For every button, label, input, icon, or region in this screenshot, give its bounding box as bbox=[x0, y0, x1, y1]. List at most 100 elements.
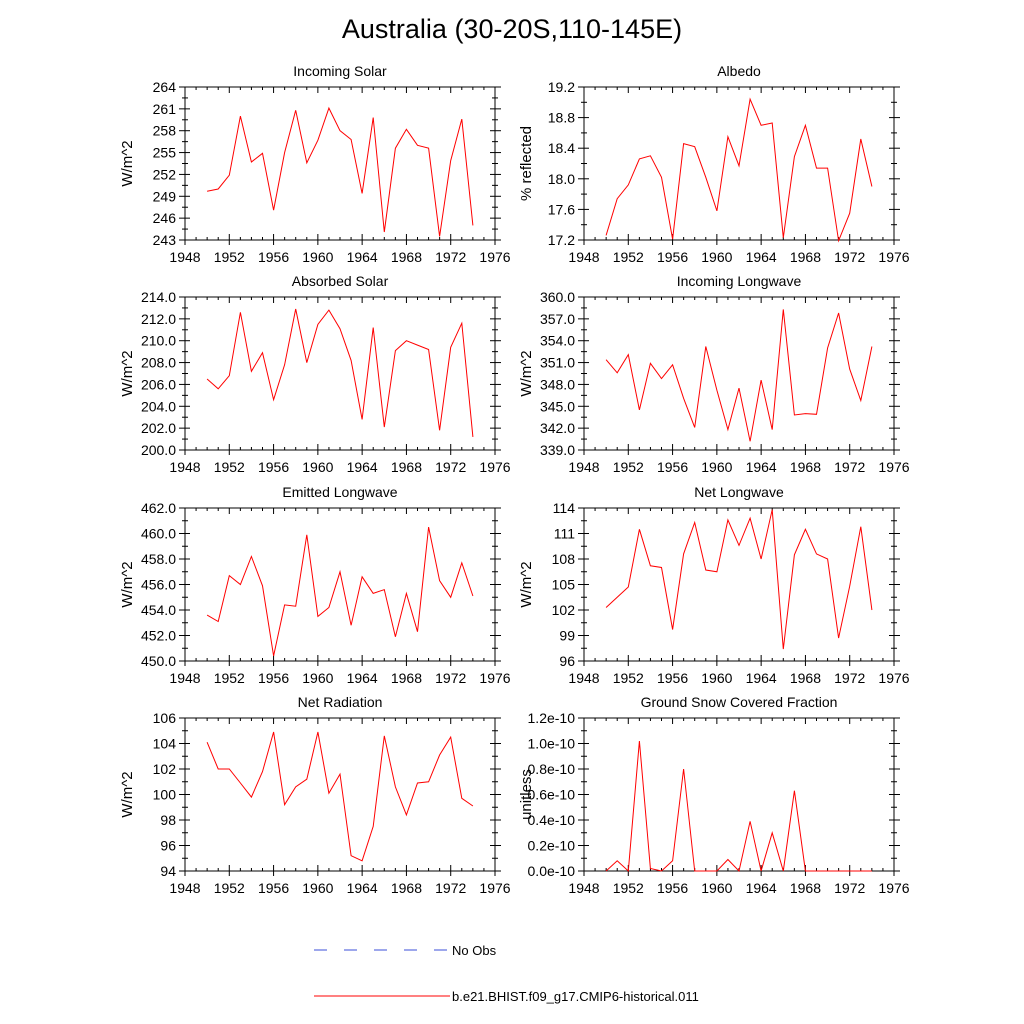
x-tick-label: 1976 bbox=[878, 880, 909, 896]
x-tick-label: 1972 bbox=[834, 249, 865, 265]
x-tick-label: 1956 bbox=[258, 249, 289, 265]
series-line bbox=[605, 740, 872, 873]
x-tick-label: 1956 bbox=[657, 249, 688, 265]
panel-title: Net Radiation bbox=[298, 694, 383, 710]
legend: No Obs b.e21.BHIST.f09_g17.CMIP6-historic… bbox=[314, 943, 699, 1004]
x-tick-label: 1964 bbox=[347, 880, 378, 896]
y-tick-label: 108 bbox=[552, 551, 576, 567]
y-tick-label: 243 bbox=[153, 232, 177, 248]
y-tick-label: 0.6e-10 bbox=[528, 787, 576, 803]
y-tick-label: 102 bbox=[552, 602, 576, 618]
x-tick-label: 1968 bbox=[391, 880, 422, 896]
x-tick-label: 1976 bbox=[878, 459, 909, 475]
x-tick-label: 1976 bbox=[479, 249, 510, 265]
y-tick-label: 17.6 bbox=[548, 201, 575, 217]
x-tick-label: 1972 bbox=[834, 459, 865, 475]
y-tick-label: 212.0 bbox=[141, 311, 176, 327]
page-title: Australia (30-20S,110-145E) bbox=[341, 14, 683, 44]
y-tick-label: 96 bbox=[160, 838, 176, 854]
x-tick-label: 1976 bbox=[479, 670, 510, 686]
x-tick-label: 1956 bbox=[657, 880, 688, 896]
y-tick-label: 345.0 bbox=[540, 398, 575, 414]
x-tick-label: 1956 bbox=[657, 459, 688, 475]
panel-7: Net Radiation W/m^2 1948 1952 1956 1960 1964 19… bbox=[119, 694, 511, 896]
y-tick-label: 17.2 bbox=[548, 232, 575, 248]
x-tick-label: 1948 bbox=[169, 670, 200, 686]
x-tick-label: 1964 bbox=[347, 670, 378, 686]
legend-model-label: b.e21.BHIST.f09_g17.CMIP6-historical.011 bbox=[452, 989, 699, 1004]
x-tick-label: 1968 bbox=[790, 880, 821, 896]
x-tick-label: 1972 bbox=[435, 459, 466, 475]
x-tick-label: 1948 bbox=[568, 670, 599, 686]
panel-5: Emitted Longwave W/m^2 1948 1952 1956 1960 196… bbox=[119, 484, 511, 686]
x-tick-label: 1972 bbox=[834, 670, 865, 686]
y-tick-label: 252 bbox=[153, 166, 177, 182]
y-tick-label: 458.0 bbox=[141, 551, 176, 567]
y-tick-label: 454.0 bbox=[141, 602, 176, 618]
y-tick-label: 264 bbox=[153, 79, 177, 95]
y-tick-label: 104 bbox=[153, 736, 177, 752]
y-tick-label: 0.0e-10 bbox=[528, 863, 576, 879]
y-tick-label: 456.0 bbox=[141, 577, 176, 593]
x-tick-label: 1960 bbox=[302, 459, 333, 475]
x-tick-label: 1968 bbox=[391, 459, 422, 475]
x-tick-label: 1948 bbox=[568, 880, 599, 896]
x-tick-label: 1948 bbox=[169, 459, 200, 475]
y-tick-label: 246 bbox=[153, 210, 177, 226]
panel-title: Ground Snow Covered Fraction bbox=[641, 694, 838, 710]
y-axis-label: W/m^2 bbox=[518, 561, 535, 607]
y-tick-label: 351.0 bbox=[540, 355, 575, 371]
y-tick-label: 100 bbox=[153, 787, 177, 803]
x-tick-label: 1964 bbox=[746, 459, 777, 475]
x-tick-label: 1956 bbox=[657, 670, 688, 686]
y-tick-label: 202.0 bbox=[141, 420, 176, 436]
panel-title: Incoming Solar bbox=[293, 63, 387, 79]
x-tick-label: 1972 bbox=[435, 670, 466, 686]
y-tick-label: 99 bbox=[559, 628, 575, 644]
x-tick-label: 1948 bbox=[169, 249, 200, 265]
y-tick-label: 258 bbox=[153, 123, 177, 139]
y-tick-label: 102 bbox=[153, 761, 177, 777]
y-tick-label: 214.0 bbox=[141, 289, 176, 305]
y-tick-label: 106 bbox=[153, 710, 177, 726]
y-axis-label: W/m^2 bbox=[518, 350, 535, 396]
y-tick-label: 96 bbox=[559, 653, 575, 669]
y-tick-label: 94 bbox=[160, 863, 176, 879]
x-tick-label: 1948 bbox=[568, 249, 599, 265]
x-tick-label: 1952 bbox=[214, 670, 245, 686]
y-axis-label: W/m^2 bbox=[119, 140, 136, 186]
y-axis-label: W/m^2 bbox=[119, 771, 136, 817]
y-axis-label: W/m^2 bbox=[119, 561, 136, 607]
x-tick-label: 1972 bbox=[435, 249, 466, 265]
y-axis-label: unitless bbox=[518, 769, 535, 820]
y-tick-label: 105 bbox=[552, 577, 576, 593]
y-tick-label: 19.2 bbox=[548, 79, 575, 95]
x-tick-label: 1968 bbox=[790, 249, 821, 265]
y-tick-label: 1.2e-10 bbox=[528, 710, 576, 726]
y-axis-label: % reflected bbox=[518, 126, 535, 201]
series-line bbox=[605, 509, 873, 650]
x-tick-label: 1960 bbox=[302, 249, 333, 265]
x-tick-label: 1960 bbox=[701, 249, 732, 265]
x-tick-label: 1964 bbox=[347, 459, 378, 475]
y-tick-label: 18.0 bbox=[548, 171, 575, 187]
x-tick-label: 1968 bbox=[790, 459, 821, 475]
x-tick-label: 1956 bbox=[258, 459, 289, 475]
y-tick-label: 348.0 bbox=[540, 376, 575, 392]
y-tick-label: 204.0 bbox=[141, 398, 176, 414]
y-tick-label: 357.0 bbox=[540, 311, 575, 327]
x-tick-label: 1976 bbox=[878, 670, 909, 686]
x-tick-label: 1968 bbox=[790, 670, 821, 686]
x-tick-label: 1952 bbox=[613, 880, 644, 896]
panel-title: Net Longwave bbox=[694, 484, 784, 500]
y-tick-label: 114 bbox=[553, 500, 576, 516]
series-line bbox=[605, 97, 873, 243]
x-tick-label: 1956 bbox=[258, 880, 289, 896]
panel-3: Absorbed Solar W/m^2 1948 1952 1956 1960 1964 1… bbox=[119, 273, 511, 475]
plot-frame bbox=[184, 507, 496, 662]
y-tick-label: 255 bbox=[153, 145, 177, 161]
panel-title: Absorbed Solar bbox=[292, 273, 389, 289]
x-tick-label: 1952 bbox=[214, 880, 245, 896]
y-tick-label: 0.8e-10 bbox=[528, 761, 576, 777]
panel-title: Emitted Longwave bbox=[282, 484, 397, 500]
